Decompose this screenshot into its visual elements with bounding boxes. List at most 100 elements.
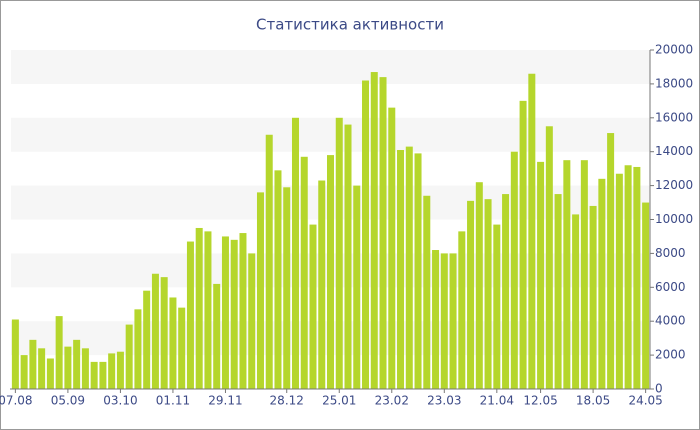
bar bbox=[186, 241, 194, 389]
bar bbox=[545, 126, 553, 390]
bar bbox=[414, 153, 422, 389]
bar bbox=[440, 253, 448, 389]
bar bbox=[29, 339, 37, 389]
bar bbox=[580, 160, 588, 389]
bar bbox=[388, 107, 396, 389]
bar bbox=[143, 290, 151, 389]
bar bbox=[11, 319, 19, 389]
x-tick-label: 03.10 bbox=[103, 394, 137, 408]
bar bbox=[423, 195, 431, 389]
bar bbox=[108, 353, 116, 389]
bar bbox=[160, 277, 168, 389]
bar bbox=[221, 236, 229, 389]
y-tick-label: 0 bbox=[655, 382, 663, 396]
x-tick-label: 23.03 bbox=[427, 394, 461, 408]
bar bbox=[362, 80, 370, 389]
bar bbox=[20, 355, 28, 389]
bar bbox=[449, 253, 457, 389]
bar bbox=[379, 77, 387, 390]
bar bbox=[467, 200, 475, 389]
bar bbox=[204, 231, 212, 389]
x-tick-label: 29.11 bbox=[208, 394, 242, 408]
bar bbox=[510, 151, 518, 389]
bar bbox=[239, 233, 247, 389]
bar bbox=[81, 348, 89, 389]
bar bbox=[537, 161, 545, 389]
x-tick-label: 01.11 bbox=[156, 394, 190, 408]
y-tick-label: 16000 bbox=[655, 110, 693, 124]
bar bbox=[370, 72, 378, 389]
bar bbox=[291, 117, 299, 390]
bar bbox=[213, 283, 221, 389]
bar bbox=[300, 156, 308, 389]
y-tick-label: 2000 bbox=[655, 348, 686, 362]
bar bbox=[169, 297, 177, 389]
bar bbox=[397, 150, 405, 389]
y-tick-label: 10000 bbox=[655, 212, 693, 226]
bar bbox=[178, 307, 186, 389]
bar bbox=[248, 253, 256, 389]
x-tick-label: 28.12 bbox=[270, 394, 304, 408]
bar bbox=[64, 346, 72, 389]
y-tick-label: 20000 bbox=[655, 43, 693, 57]
x-tick-label: 12.05 bbox=[523, 394, 557, 408]
bar bbox=[73, 339, 81, 389]
bar bbox=[318, 180, 326, 389]
bar bbox=[598, 178, 606, 389]
bar bbox=[283, 187, 291, 389]
bar bbox=[151, 273, 159, 389]
bar bbox=[99, 361, 107, 389]
bar bbox=[484, 199, 492, 389]
bar bbox=[607, 133, 615, 389]
y-tick-label: 4000 bbox=[655, 314, 686, 328]
bar bbox=[458, 231, 466, 389]
bar bbox=[309, 224, 317, 389]
bar bbox=[475, 182, 483, 389]
bar bbox=[405, 146, 413, 389]
x-tick-label: 23.02 bbox=[375, 394, 409, 408]
bar bbox=[554, 194, 562, 389]
bar bbox=[615, 173, 623, 389]
bar bbox=[502, 194, 510, 389]
y-tick-label: 18000 bbox=[655, 76, 693, 90]
x-tick-label: 24.05 bbox=[628, 394, 662, 408]
grid-band bbox=[11, 50, 650, 84]
bar bbox=[493, 224, 501, 389]
bar bbox=[624, 165, 632, 389]
bar bbox=[642, 202, 650, 389]
bar bbox=[633, 166, 641, 389]
bar bbox=[38, 348, 46, 389]
bar bbox=[55, 316, 63, 389]
x-tick-label: 25.01 bbox=[322, 394, 356, 408]
chart-title: Статистика активности bbox=[256, 16, 444, 34]
bar bbox=[432, 250, 440, 389]
bar bbox=[90, 361, 98, 389]
bar bbox=[195, 227, 203, 389]
y-tick-label: 12000 bbox=[655, 178, 693, 192]
bar bbox=[344, 124, 352, 389]
bar bbox=[230, 239, 238, 389]
bar bbox=[589, 205, 597, 389]
x-tick-label: 05.09 bbox=[51, 394, 85, 408]
bar bbox=[572, 214, 580, 389]
bar bbox=[125, 324, 133, 389]
plot-area bbox=[11, 50, 650, 390]
x-tick-label: 07.08 bbox=[0, 394, 33, 408]
bar bbox=[134, 309, 142, 389]
bar bbox=[353, 185, 361, 389]
bar bbox=[265, 134, 273, 389]
bar bbox=[528, 73, 536, 389]
y-tick-label: 8000 bbox=[655, 246, 686, 260]
grid-band bbox=[11, 117, 650, 152]
bar bbox=[274, 170, 282, 389]
bar bbox=[519, 100, 527, 389]
x-tick-label: 21.04 bbox=[480, 394, 514, 408]
bar bbox=[116, 351, 124, 389]
bar bbox=[335, 117, 343, 390]
y-tick-label: 14000 bbox=[655, 144, 693, 158]
bar bbox=[563, 160, 571, 389]
bar bbox=[256, 192, 264, 389]
bar bbox=[46, 358, 54, 389]
y-tick-label: 6000 bbox=[655, 280, 686, 294]
